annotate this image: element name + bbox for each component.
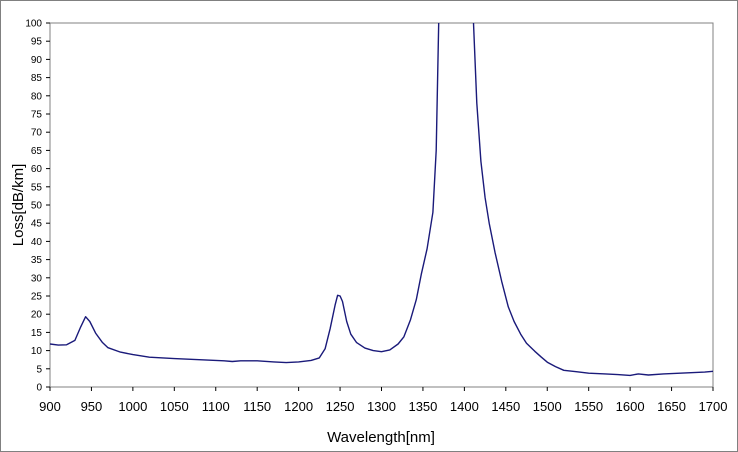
x-axis-ticks: 900 950 1000 1050 1100 1150 1200 1250 1300 1350 14… bbox=[39, 387, 727, 414]
y-tick-label: 25 bbox=[31, 292, 43, 303]
y-tick-label: 35 bbox=[31, 255, 43, 266]
x-tick-label: 1300 bbox=[367, 399, 396, 414]
y-axis-title: Loss[dB/km] bbox=[10, 164, 27, 247]
x-tick-label: 1450 bbox=[491, 399, 520, 414]
x-tick-label: 1100 bbox=[202, 399, 230, 414]
series-line bbox=[472, 23, 713, 377]
y-tick-label: 15 bbox=[31, 328, 43, 339]
x-tick-label: 1550 bbox=[574, 399, 603, 414]
y-tick-label: 75 bbox=[31, 110, 43, 121]
plot-area bbox=[49, 22, 714, 388]
y-tick-label: 100 bbox=[25, 19, 42, 30]
y-tick-label: 55 bbox=[31, 182, 43, 193]
y-tick-label: 70 bbox=[31, 128, 43, 139]
plot-border bbox=[49, 22, 714, 388]
y-tick-label: 0 bbox=[36, 383, 42, 394]
y-tick-label: 10 bbox=[31, 346, 43, 357]
y-axis-ticks: 0 5 10 15 20 25 30 35 40 45 50 55 60 65 70 75 80 85 90 95 10… bbox=[25, 19, 50, 394]
y-tick-label: 85 bbox=[31, 73, 43, 84]
y-tick-label: 40 bbox=[31, 237, 43, 248]
y-tick-label: 80 bbox=[31, 91, 43, 102]
x-tick-label: 1350 bbox=[408, 399, 437, 414]
y-tick-label: 50 bbox=[31, 201, 43, 212]
x-tick-label: 1600 bbox=[616, 399, 645, 414]
x-tick-label: 1400 bbox=[450, 399, 479, 414]
y-tick-label: 95 bbox=[31, 37, 43, 48]
x-tick-label: 1500 bbox=[533, 399, 562, 414]
y-tick-label: 65 bbox=[31, 146, 43, 157]
y-tick-label: 45 bbox=[31, 219, 43, 230]
x-tick-label: 1700 bbox=[699, 399, 728, 414]
x-tick-label: 950 bbox=[81, 399, 103, 414]
y-tick-label: 90 bbox=[31, 55, 43, 66]
y-tick-label: 30 bbox=[31, 273, 43, 284]
x-tick-label: 1150 bbox=[243, 399, 271, 414]
y-tick-label: 20 bbox=[31, 310, 43, 321]
x-axis-title: Wavelength[nm] bbox=[327, 429, 435, 446]
y-tick-label: 5 bbox=[36, 364, 42, 375]
x-tick-label: 1050 bbox=[160, 399, 189, 414]
series-line bbox=[50, 23, 440, 364]
y-tick-label: 60 bbox=[31, 164, 43, 175]
x-tick-label: 900 bbox=[39, 399, 61, 414]
x-tick-label: 1650 bbox=[657, 399, 686, 414]
x-tick-label: 1200 bbox=[284, 399, 313, 414]
x-tick-label: 1250 bbox=[326, 399, 355, 414]
x-tick-label: 1000 bbox=[118, 399, 147, 414]
